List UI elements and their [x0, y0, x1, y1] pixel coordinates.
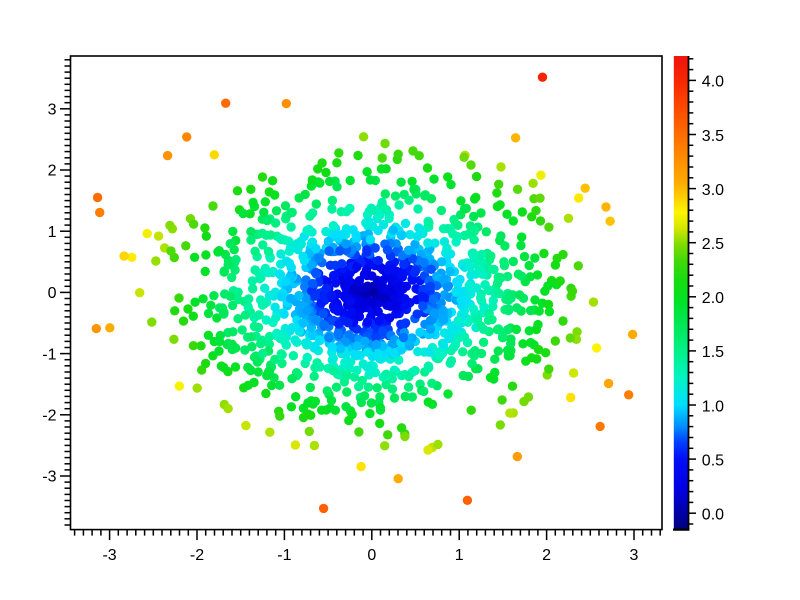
- svg-text:0.5: 0.5: [702, 452, 724, 469]
- svg-text:1: 1: [48, 224, 57, 241]
- svg-text:3: 3: [630, 547, 639, 564]
- svg-text:1: 1: [455, 547, 464, 564]
- svg-text:1.0: 1.0: [702, 398, 724, 415]
- svg-text:0: 0: [48, 285, 57, 302]
- svg-text:-2: -2: [42, 408, 56, 425]
- svg-text:4.0: 4.0: [702, 74, 724, 91]
- svg-text:2: 2: [48, 163, 57, 180]
- svg-text:3.5: 3.5: [702, 128, 724, 145]
- svg-text:2: 2: [542, 547, 551, 564]
- svg-text:-2: -2: [190, 547, 204, 564]
- svg-text:3.0: 3.0: [702, 182, 724, 199]
- svg-text:2.5: 2.5: [702, 236, 724, 253]
- svg-text:3: 3: [48, 102, 57, 119]
- svg-text:-3: -3: [42, 469, 56, 486]
- svg-text:-1: -1: [277, 547, 291, 564]
- svg-text:2.0: 2.0: [702, 290, 724, 307]
- svg-text:1.5: 1.5: [702, 344, 724, 361]
- svg-text:0.0: 0.0: [702, 507, 724, 524]
- svg-text:0: 0: [367, 547, 376, 564]
- svg-text:-1: -1: [42, 346, 56, 363]
- svg-text:-3: -3: [102, 547, 116, 564]
